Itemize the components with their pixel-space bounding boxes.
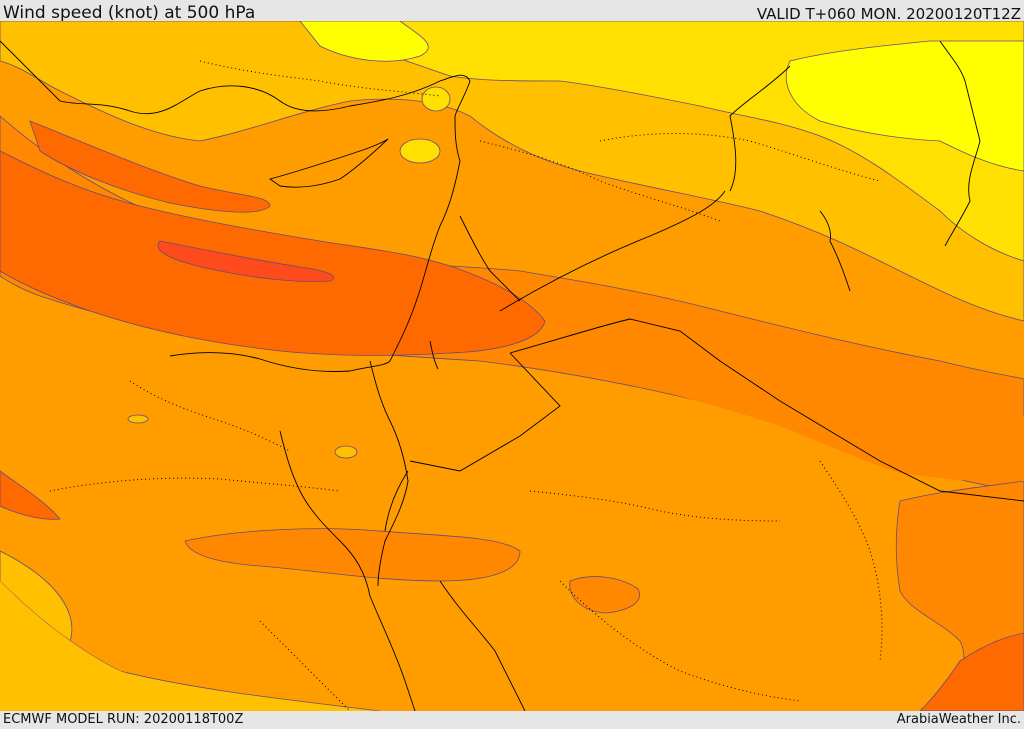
valid-time: VALID T+060 MON. 20200120T12Z	[756, 5, 1021, 23]
admin-boundaries	[49, 60, 883, 711]
border-syria-south	[499, 190, 726, 312]
admin-line-7	[819, 460, 883, 662]
admin-line-8	[599, 133, 881, 182]
coast-gulf-north	[819, 210, 851, 292]
coast-caspian-west	[939, 40, 981, 247]
field-lowleft-light2	[0, 581, 380, 711]
wind-speed-map	[0, 21, 1024, 711]
border-saudi-iraq	[509, 318, 1024, 502]
model-run-label: ECMWF MODEL RUN: 20200118T00Z	[3, 712, 244, 727]
field-light-blob-2	[127, 414, 149, 424]
map-title: Wind speed (knot) at 500 hPa	[3, 3, 256, 23]
field-saudi-patch	[569, 576, 641, 614]
admin-line-4	[49, 477, 341, 492]
coast-egypt-north	[169, 352, 391, 372]
coast-cyprus	[268, 138, 389, 188]
border-jordan-saudi	[409, 352, 561, 472]
border-iraq-iran	[729, 65, 791, 192]
admin-line-6	[559, 580, 801, 702]
admin-line-9	[259, 620, 351, 711]
coast-gulf-suez	[279, 430, 416, 711]
field-jet-streak	[29, 120, 271, 213]
field-yellow-ne	[786, 40, 1024, 172]
border-syria-iraq	[459, 215, 521, 302]
coast-dead-sea	[429, 340, 439, 370]
field-jet-core	[0, 150, 546, 356]
field-light-blob-3	[334, 445, 358, 459]
field-se-core	[919, 632, 1024, 711]
coast-turkey	[0, 40, 471, 117]
footer-bar: ECMWF MODEL RUN: 20200118T00Z ArabiaWeat…	[0, 711, 1024, 729]
coast-levant	[389, 115, 461, 362]
coast-gulf-aqaba	[384, 470, 409, 532]
credit-label: ArabiaWeather Inc.	[896, 712, 1021, 727]
field-light-blob-1	[399, 138, 441, 164]
field-sw-patch	[0, 470, 61, 520]
coastlines	[0, 40, 1024, 711]
field-jet-max	[157, 240, 335, 282]
coast-red-sea-east	[439, 580, 526, 711]
map-canvas	[0, 21, 1024, 711]
border-sinai	[369, 360, 409, 587]
header-bar: Wind speed (knot) at 500 hPa VALID T+060…	[0, 0, 1024, 23]
field-light-blob-4	[421, 86, 451, 112]
field-yellow-n	[299, 21, 429, 62]
field-east-band	[625, 326, 1024, 482]
